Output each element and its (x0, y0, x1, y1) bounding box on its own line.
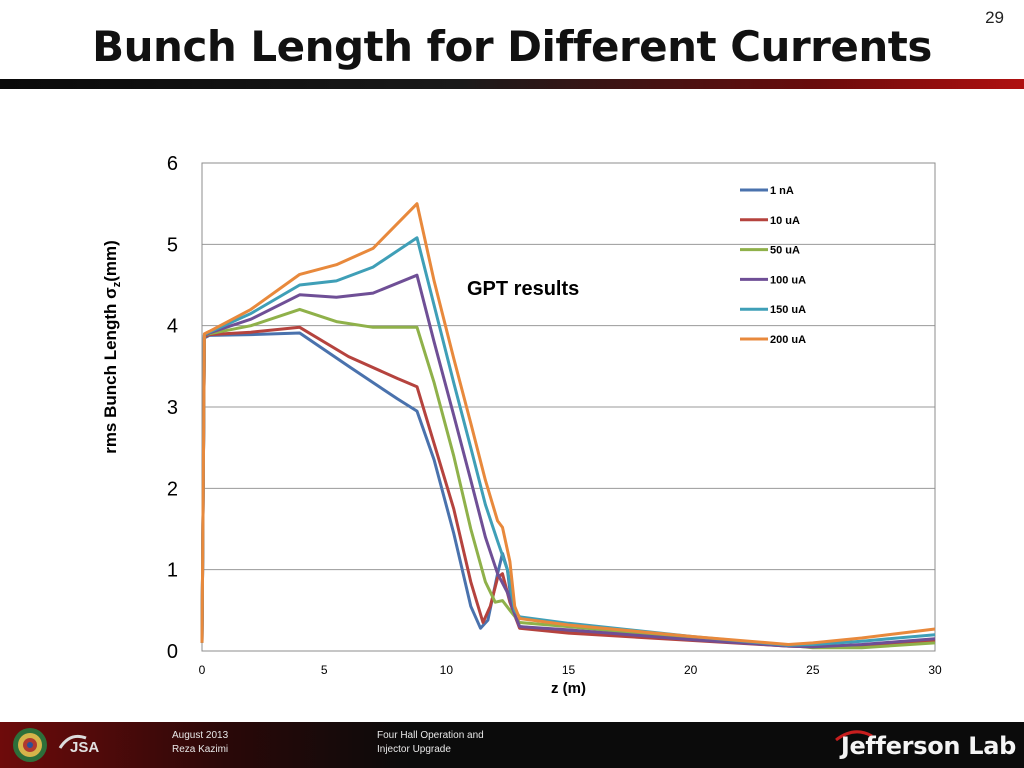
legend-entry-label: 1 nA (770, 185, 794, 197)
plot-area-frame (201, 162, 936, 652)
bunch-length-chart: 0 1 2 3 4 5 6 0 5 10 15 20 25 30 1 nA 10 uA 50 uA 100 u… (101, 153, 942, 697)
y-tick-label: 5 (167, 234, 178, 256)
y-tick-label: 2 (167, 478, 178, 500)
x-tick-label: 30 (928, 663, 942, 677)
footer-topic: Four Hall Operation and Injector Upgrade (377, 729, 484, 757)
footer-bar: JSA August 2013 Reza Kazimi Four Hall Op… (0, 722, 1024, 768)
x-tick-label: 0 (199, 663, 206, 677)
gridlines (202, 243, 935, 571)
doe-seal-logo (13, 728, 47, 762)
legend-entry-label: 200 uA (770, 334, 806, 346)
x-tick-labels: 0 5 10 15 20 25 30 (199, 663, 942, 677)
legend-entry-label: 150 uA (770, 304, 806, 316)
footer-topic-line2: Injector Upgrade (377, 744, 451, 755)
title-divider-bar (0, 79, 1024, 89)
y-tick-label: 1 (167, 560, 178, 582)
x-tick-label: 5 (321, 663, 328, 677)
series-line-10-ua (200, 325, 936, 649)
footer-date-author: August 2013 Reza Kazimi (172, 729, 228, 757)
footer-topic-line1: Four Hall Operation and (377, 730, 484, 741)
series-lines (200, 202, 936, 650)
y-tick-labels: 0 1 2 3 4 5 6 (167, 153, 178, 663)
x-axis-label: z (m) (551, 680, 586, 697)
x-tick-label: 15 (562, 663, 576, 677)
series-line-50-ua (200, 307, 936, 650)
jsa-logo-text: JSA (70, 739, 99, 756)
jsa-logo: JSA (58, 734, 99, 756)
legend: 1 nA 10 uA 50 uA 100 uA 150 uA 200 uA (740, 185, 806, 346)
legend-entry-label: 10 uA (770, 215, 800, 227)
jefferson-lab-logo: Jefferson Lab (840, 732, 1016, 760)
x-tick-label: 10 (440, 663, 454, 677)
footer-author: Reza Kazimi (172, 744, 229, 755)
gpt-results-annotation: GPT results (467, 278, 579, 300)
jefferson-lab-swoosh-icon (835, 730, 873, 742)
slide-title: Bunch Length for Different Currents (92, 22, 932, 71)
slide-number: 29 (985, 8, 1004, 27)
y-tick-label: 3 (167, 397, 178, 419)
legend-entry-label: 100 uA (770, 274, 806, 286)
legend-entry-label: 50 uA (770, 245, 800, 257)
y-tick-label: 6 (167, 153, 178, 175)
footer-date: August 2013 (172, 730, 229, 741)
y-axis-label: rms Bunch Length σz(mm) (101, 240, 123, 454)
y-tick-label: 4 (167, 316, 178, 338)
series-line-1-na (200, 331, 936, 649)
series-line-200-ua (200, 202, 936, 646)
x-tick-label: 25 (806, 663, 820, 677)
series-line-100-ua (200, 273, 936, 649)
y-tick-label: 0 (167, 641, 178, 663)
x-tick-label: 20 (684, 663, 698, 677)
